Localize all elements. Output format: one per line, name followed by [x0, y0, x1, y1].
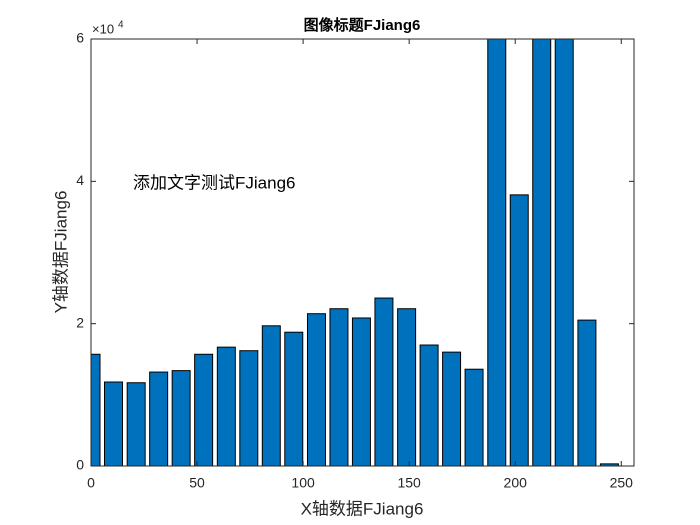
bar	[126, 382, 146, 466]
bar	[442, 351, 462, 466]
x-tick-label: 50	[189, 475, 205, 491]
bar	[216, 346, 236, 466]
bar	[261, 325, 281, 466]
y-multiplier-exponent: 4	[118, 20, 124, 31]
bar	[306, 313, 326, 466]
bar	[351, 317, 371, 466]
bar	[464, 368, 484, 466]
bar	[554, 39, 574, 466]
bar	[194, 353, 214, 466]
annotation: 添加文字测试FJiang6	[133, 173, 295, 192]
x-tick-label: 150	[397, 475, 421, 491]
bar	[397, 308, 417, 466]
bar	[509, 194, 529, 466]
bar	[103, 381, 123, 466]
bar	[374, 297, 394, 466]
bar	[239, 350, 259, 466]
bar	[171, 370, 191, 466]
bar	[577, 319, 597, 466]
bar	[284, 331, 304, 466]
x-tick-label: 250	[610, 475, 634, 491]
y-tick-label: 2	[76, 314, 84, 330]
y-tick-label: 4	[76, 172, 84, 188]
x-tick-label: 200	[504, 475, 528, 491]
x-tick-label: 0	[87, 475, 95, 491]
axes-box	[90, 38, 635, 467]
bars	[91, 39, 619, 466]
y-multiplier: ×10	[92, 21, 114, 36]
y-axis-label: Y轴数据FJiang6	[51, 191, 70, 314]
bar	[419, 344, 439, 466]
bar	[487, 39, 507, 466]
x-tick-label: 100	[291, 475, 315, 491]
bar	[329, 308, 349, 466]
y-tick-label: 6	[76, 30, 84, 46]
bar	[149, 371, 169, 466]
bar	[91, 353, 101, 466]
chart-title: 图像标题FJiang6	[304, 16, 421, 34]
x-axis-label: X轴数据FJiang6	[301, 499, 424, 518]
bar	[532, 39, 552, 466]
y-tick-label: 0	[76, 457, 84, 473]
